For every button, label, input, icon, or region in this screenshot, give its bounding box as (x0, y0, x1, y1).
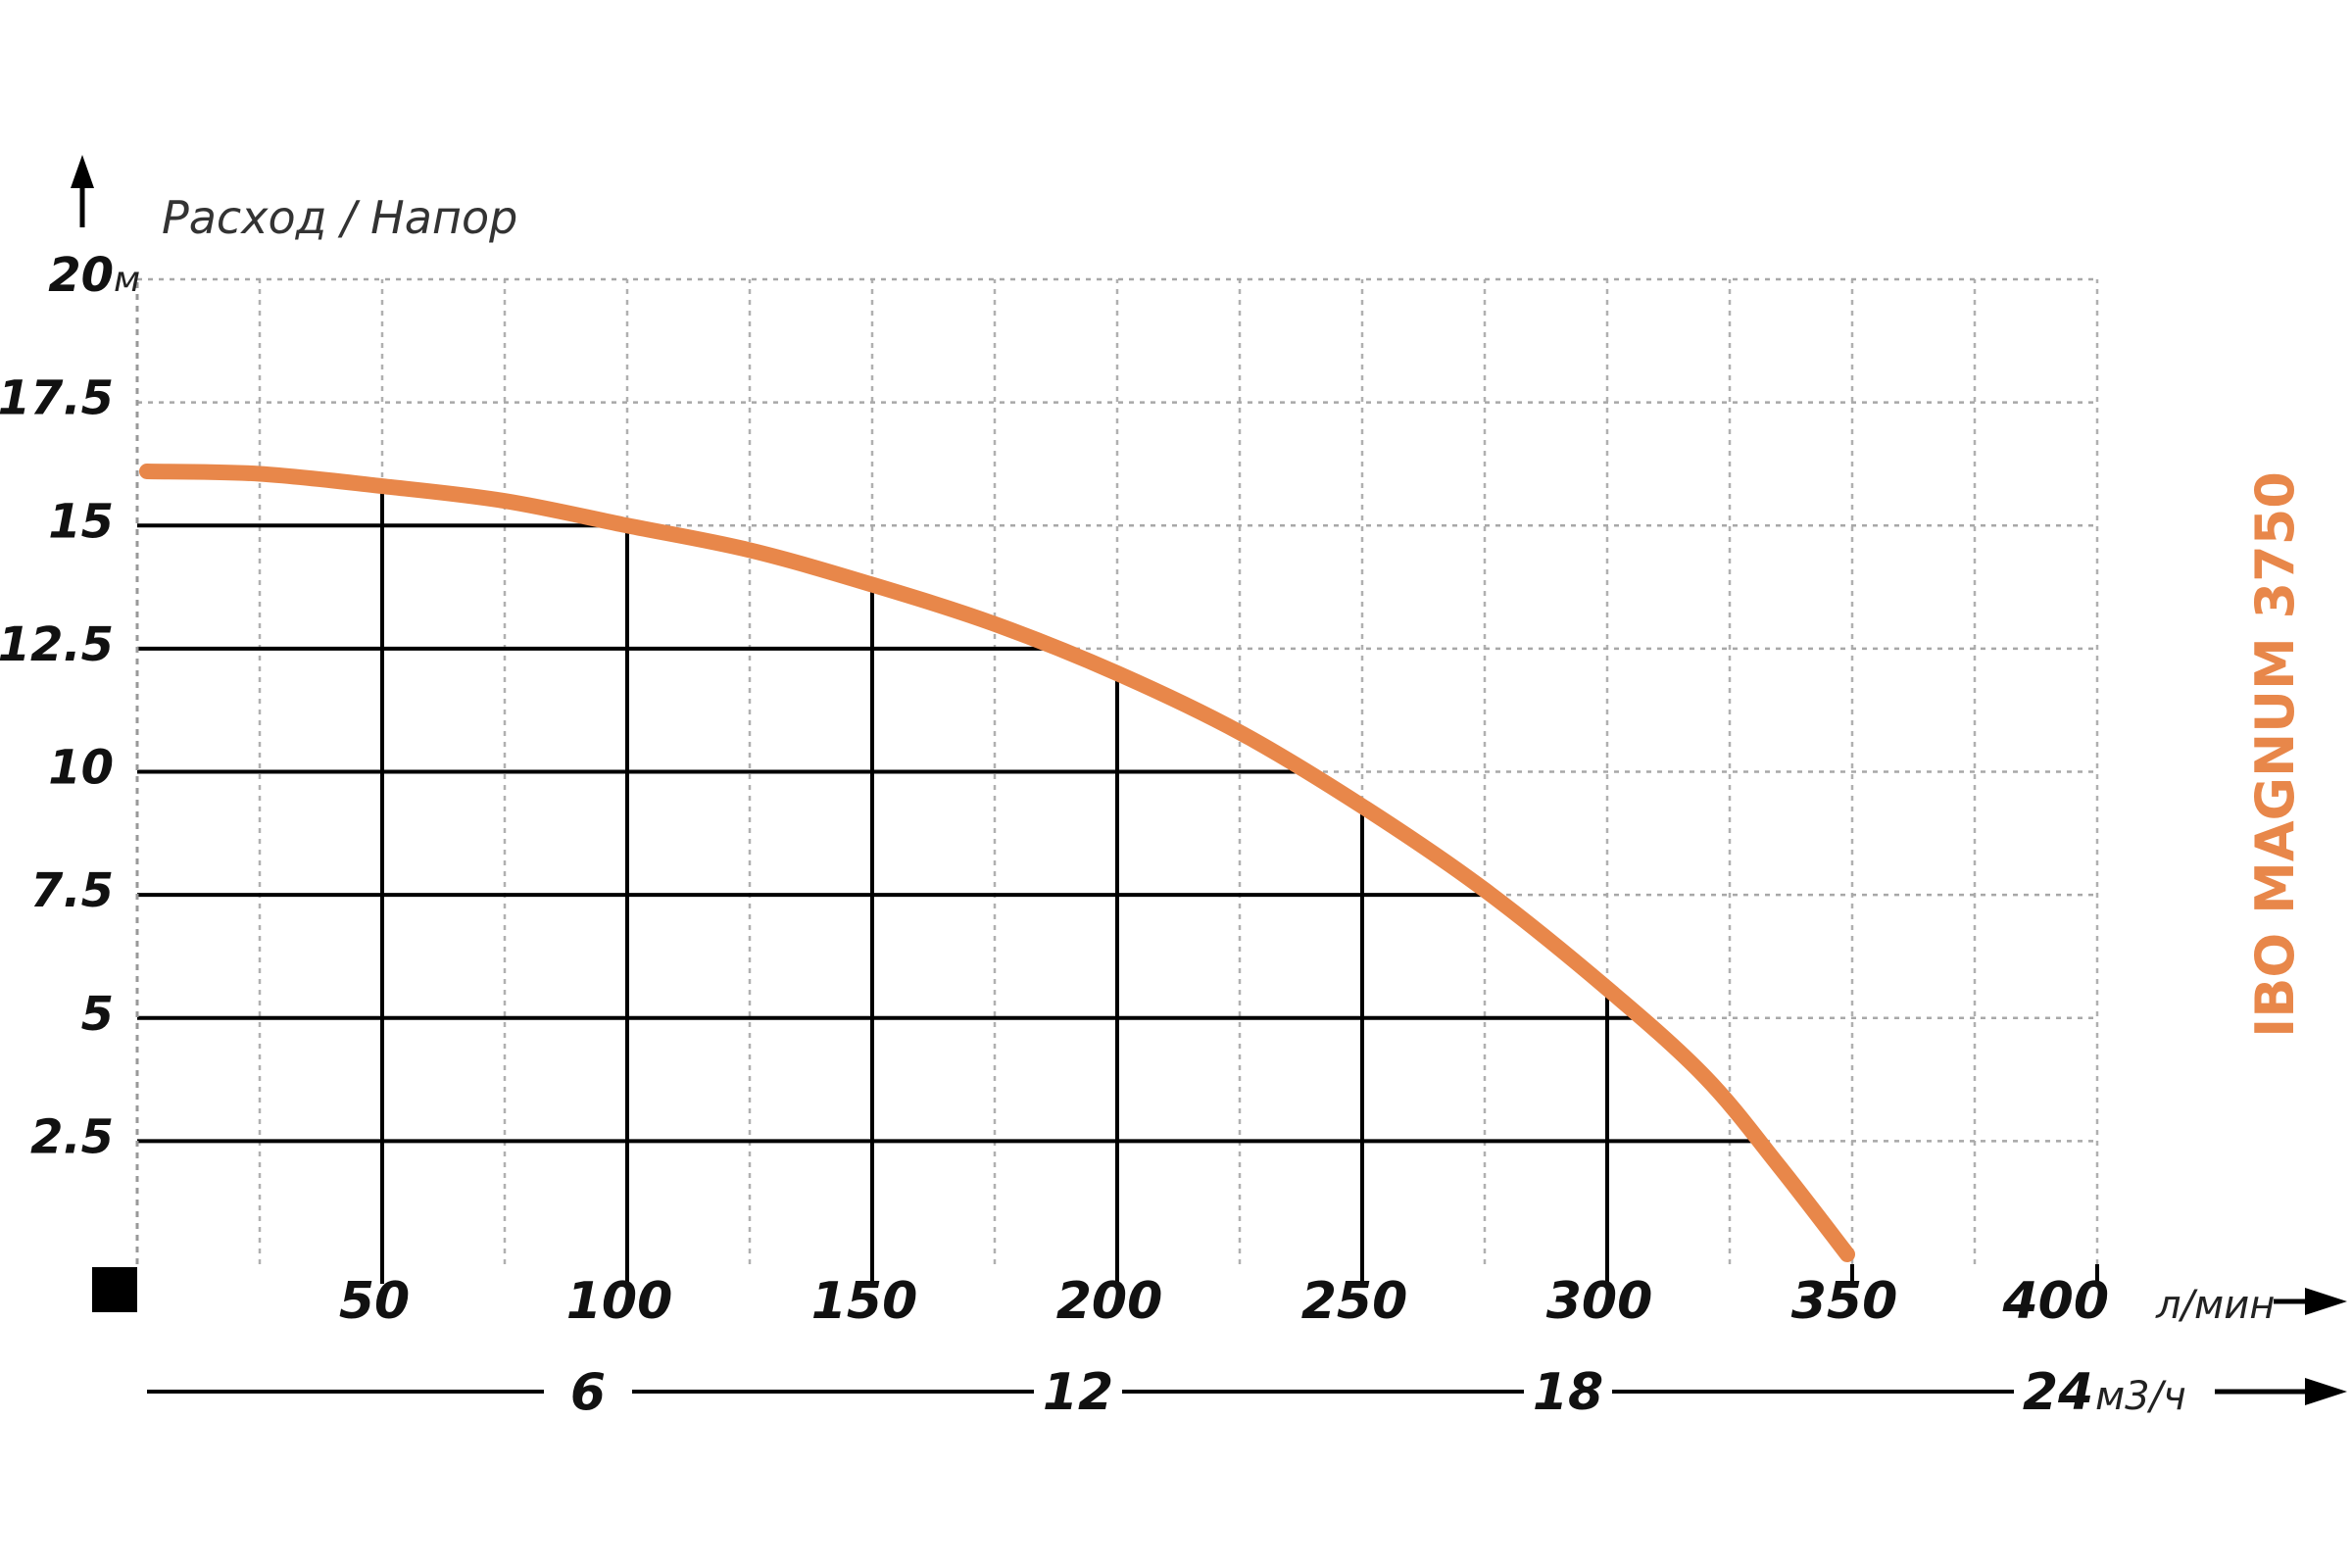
x2-tick-labels: 6 12 18 24 м3/ч (570, 1363, 2186, 1422)
origin-square-icon (92, 1267, 137, 1312)
series-name-label: IBO MAGNUM 3750 (2244, 471, 2306, 1038)
x-tick-label: 100 (566, 1272, 673, 1331)
axes (71, 155, 2347, 1405)
y-tick-label: 5 (81, 987, 114, 1042)
y-axis-label: Расход / Напор (162, 191, 517, 244)
x-tick-label: 200 (1056, 1272, 1163, 1331)
series-line (139, 463, 1855, 1262)
x-tick-label: 300 (1546, 1272, 1653, 1331)
grid-major (137, 486, 1759, 1264)
x2-tick-label: 6 (570, 1363, 606, 1422)
y-tick-label: 10 (48, 741, 114, 796)
y-tick-label: 12.5 (0, 617, 114, 672)
y-tick-label: 17.5 (0, 371, 114, 426)
y-axis-arrow-icon (71, 155, 94, 188)
y-tick-labels: 2.5 5 7.5 10 12.5 15 17.5 20 м (0, 248, 140, 1164)
y-tick-label: 20 (48, 248, 114, 303)
x-tick-label: 50 (339, 1272, 410, 1331)
series-layer (139, 463, 1855, 1262)
x2-tick-label: 24 (2023, 1363, 2093, 1422)
x-axis-arrow-icon (2305, 1288, 2347, 1315)
x2-unit-label: м3/ч (2095, 1374, 2186, 1419)
x2-tick-label: 12 (1043, 1363, 1113, 1422)
y-tick-label: 7.5 (30, 863, 114, 918)
x-unit-label: л/мин (2155, 1283, 2275, 1328)
x-tick-label: 350 (1791, 1272, 1898, 1331)
x2-tick-label: 18 (1533, 1363, 1603, 1422)
y-tick-label: 15 (48, 494, 114, 549)
x-tick-labels: 50 100 150 200 250 300 350 400 л/мин (339, 1264, 2275, 1331)
x2-axis-arrow-icon (2305, 1378, 2347, 1405)
x-tick-label: 150 (811, 1272, 918, 1331)
y-tick-label: 2.5 (30, 1109, 114, 1164)
x-tick-label: 250 (1301, 1272, 1408, 1331)
x-tick-label: 400 (2001, 1272, 2109, 1331)
y-unit-label: м (114, 260, 140, 300)
